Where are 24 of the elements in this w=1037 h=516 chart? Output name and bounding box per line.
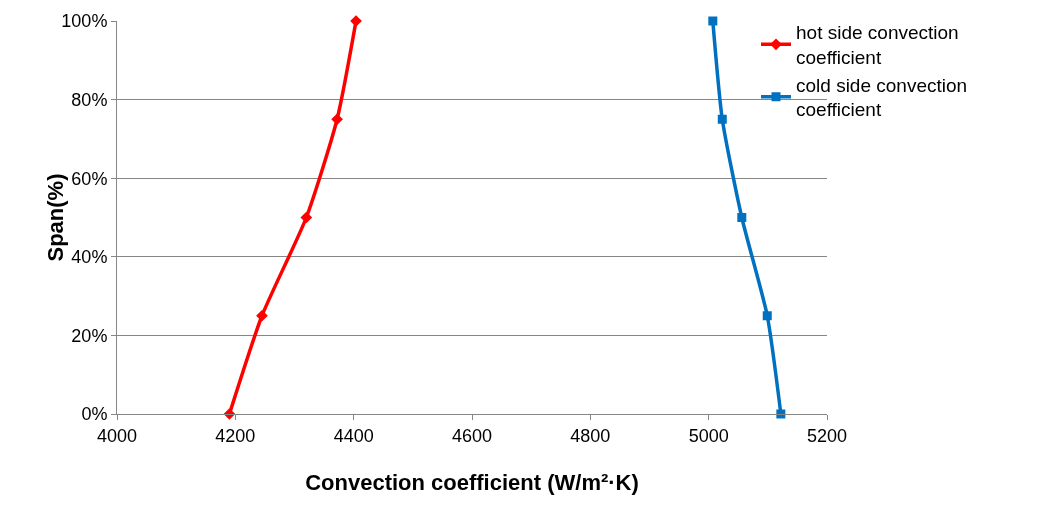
x-tick-label: 5200 — [806, 425, 848, 446]
x-axis-title: Convection coefficient (W/m²·K) — [305, 470, 639, 495]
y-tick-label: 60% — [71, 168, 108, 189]
legend-label: cold side convection coefficient — [796, 74, 968, 121]
x-tick-label: 4400 — [333, 425, 374, 446]
y-tick-label: 80% — [71, 89, 108, 110]
x-tick-label: 5000 — [688, 425, 729, 446]
x-tick-label: 4200 — [215, 425, 256, 446]
point — [256, 309, 268, 322]
y-tick-label: 0% — [81, 404, 108, 425]
point — [717, 114, 727, 124]
point — [223, 408, 236, 420]
point — [331, 113, 343, 126]
point — [737, 213, 747, 222]
x-tick-label: 4000 — [96, 425, 138, 446]
y-tick-label: 20% — [71, 325, 108, 346]
y-axis-title: Span(%) — [43, 173, 68, 262]
point — [762, 311, 772, 321]
x-tick-label: 4600 — [451, 425, 493, 446]
x-tick-label: 4800 — [570, 425, 611, 446]
y-tick-label: 100% — [61, 11, 108, 32]
point — [708, 16, 718, 26]
point — [300, 211, 313, 224]
y-tick-label: 40% — [71, 247, 108, 268]
